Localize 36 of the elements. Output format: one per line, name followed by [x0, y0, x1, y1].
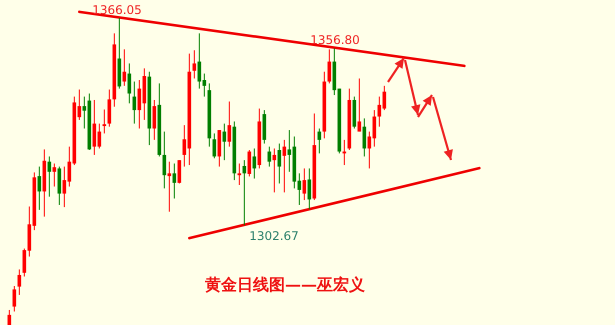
- candlestick: [242, 160, 246, 226]
- text: 黄金日线图——巫宏义: [204, 275, 365, 294]
- candlestick: [192, 50, 196, 79]
- candlestick: [178, 160, 182, 184]
- candlestick: [172, 163, 176, 200]
- candlestick: [128, 62, 132, 104]
- candlestick: [358, 78, 362, 132]
- candlestick: [318, 128, 322, 154]
- candlestick: [362, 118, 366, 157]
- candlestick: [122, 48, 126, 86]
- candlestick: [268, 146, 272, 168]
- candlestick: [278, 143, 282, 184]
- candlestick: [328, 48, 332, 84]
- annotation: 1302.67: [249, 229, 299, 243]
- candlestick: [152, 99, 156, 140]
- candlestick: [228, 101, 232, 148]
- candlestick: [8, 309, 12, 325]
- candlestick: [102, 108, 106, 134]
- text: 1366.05: [92, 3, 142, 17]
- candlestick: [252, 148, 256, 180]
- candlestick: [342, 139, 346, 166]
- candlestick: [18, 268, 22, 296]
- candlestick: [52, 163, 56, 188]
- candlestick: [222, 123, 226, 161]
- candlestick: [212, 132, 216, 159]
- candlestick: [132, 81, 136, 124]
- candlestick: [282, 139, 286, 193]
- candlestick: [308, 168, 312, 210]
- candlestick: [162, 131, 166, 189]
- candlestick: [12, 286, 16, 312]
- annotation: 1356.80: [310, 33, 360, 47]
- candlestick: [48, 156, 52, 198]
- candlestick: [38, 166, 42, 210]
- candlestick: [272, 148, 276, 193]
- candlestick: [302, 168, 306, 201]
- candlestick: [248, 150, 252, 177]
